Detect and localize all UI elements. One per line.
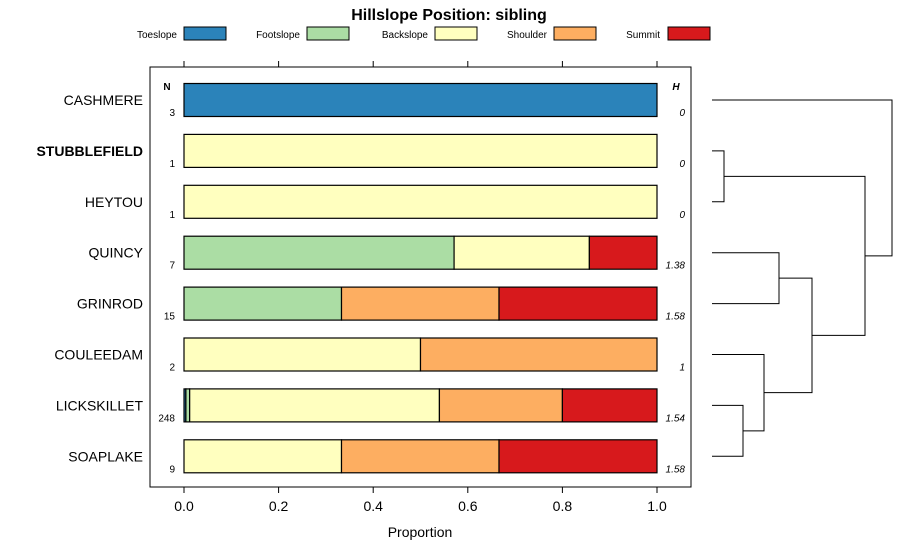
legend-label-shoulder: Shoulder xyxy=(507,30,548,41)
category-label: COULEEDAM xyxy=(54,347,143,363)
x-tick-label: 0.0 xyxy=(174,498,194,514)
category-label: HEYTOU xyxy=(85,194,143,210)
x-tick-label: 0.8 xyxy=(553,498,573,514)
row-lickskillet: LICKSKILLET 248 1.54 xyxy=(56,388,686,424)
n-value: 7 xyxy=(169,261,175,272)
bar-segment-summit xyxy=(588,235,658,270)
category-label: STUBBLEFIELD xyxy=(36,143,143,159)
chart-legend: Toeslope Footslope Backslope Shoulder Summit xyxy=(137,26,711,41)
bar-segment-backslope xyxy=(183,133,658,168)
x-tick-label: 0.4 xyxy=(363,498,383,514)
bar-segment-shoulder xyxy=(438,388,564,423)
n-value: 248 xyxy=(158,413,175,424)
legend-swatch-shoulder xyxy=(553,26,597,41)
bar-segment-footslope xyxy=(183,235,455,270)
n-column-header: N xyxy=(163,82,170,93)
legend-label-backslope: Backslope xyxy=(382,30,429,41)
h-value: 1.58 xyxy=(666,464,686,475)
bar-segment-shoulder xyxy=(340,286,500,321)
n-value: 1 xyxy=(169,210,175,221)
category-label: GRINROD xyxy=(77,296,143,312)
bar-segment-backslope xyxy=(183,439,343,474)
x-axis-title: Proportion xyxy=(388,524,453,540)
h-value: 0 xyxy=(679,159,685,170)
dendrogram-branch xyxy=(764,277,813,394)
bar-segment-shoulder xyxy=(340,439,500,474)
top-axis-ticks xyxy=(183,61,658,67)
bar-segment-summit xyxy=(498,439,658,474)
x-tick-label: 1.0 xyxy=(647,498,667,514)
category-label: QUINCY xyxy=(89,245,144,261)
legend-label-footslope: Footslope xyxy=(256,30,300,41)
h-value: 0 xyxy=(679,210,685,221)
legend-swatch-footslope xyxy=(306,26,350,41)
bar-segment-backslope xyxy=(183,184,658,219)
n-value: 9 xyxy=(169,464,175,475)
dendrogram-branch xyxy=(712,150,725,203)
h-column-header: H xyxy=(672,82,680,93)
bar-segment-summit xyxy=(561,388,658,423)
h-value: 1 xyxy=(679,363,685,374)
h-value: 1.38 xyxy=(666,261,686,272)
bar-segment-toeslope xyxy=(183,82,658,118)
row-heytou: HEYTOU 1 0 xyxy=(85,184,685,221)
bar-segment-backslope xyxy=(189,388,441,423)
n-value: 3 xyxy=(169,108,175,119)
bar-rows: CASHMERE 3 0 STUBBLEFIELD 1 0 HEYTOU 1 0 QUINCY 7 1… xyxy=(36,82,686,475)
h-value: 0 xyxy=(679,108,685,119)
bar-segment-shoulder xyxy=(419,337,658,372)
dendrogram-branch xyxy=(712,252,780,305)
n-value: 15 xyxy=(164,312,176,323)
dendrogram-branch xyxy=(712,354,765,432)
legend-swatch-backslope xyxy=(434,26,478,41)
n-value: 2 xyxy=(169,363,175,374)
x-tick-label: 0.2 xyxy=(269,498,289,514)
x-axis: 0.0 0.2 0.4 0.6 0.8 1.0 xyxy=(174,487,667,514)
legend-swatch-toeslope xyxy=(183,26,227,41)
dendrogram-branch xyxy=(712,404,744,457)
category-label: SOAPLAKE xyxy=(68,448,143,464)
dendrogram-branch xyxy=(724,175,866,336)
bar-segment-backslope xyxy=(183,337,422,372)
legend-label-toeslope: Toeslope xyxy=(137,30,177,41)
h-value: 1.58 xyxy=(666,312,686,323)
row-soaplake: SOAPLAKE 9 1.58 xyxy=(68,439,686,475)
row-cashmere: CASHMERE 3 0 xyxy=(64,82,685,119)
category-label: LICKSKILLET xyxy=(56,397,144,413)
h-value: 1.54 xyxy=(666,413,686,424)
bar-segment-backslope xyxy=(453,235,590,270)
chart-title: Hillslope Position: sibling xyxy=(351,7,547,24)
bar-segment-footslope xyxy=(183,286,343,321)
row-grinrod: GRINROD 15 1.58 xyxy=(77,286,686,323)
bar-segment-summit xyxy=(498,286,658,321)
row-quincy: QUINCY 7 1.38 xyxy=(89,235,686,272)
plot-frame xyxy=(149,66,692,488)
dendrogram-branch xyxy=(712,99,893,257)
row-couleedam: COULEEDAM 2 1 xyxy=(54,337,685,374)
n-value: 1 xyxy=(169,159,175,170)
legend-label-summit: Summit xyxy=(626,30,660,41)
legend-swatch-summit xyxy=(667,26,711,41)
row-stubblefield: STUBBLEFIELD 1 0 xyxy=(36,133,685,170)
x-tick-label: 0.6 xyxy=(458,498,478,514)
dendrogram xyxy=(712,99,893,457)
category-label: CASHMERE xyxy=(64,92,143,108)
